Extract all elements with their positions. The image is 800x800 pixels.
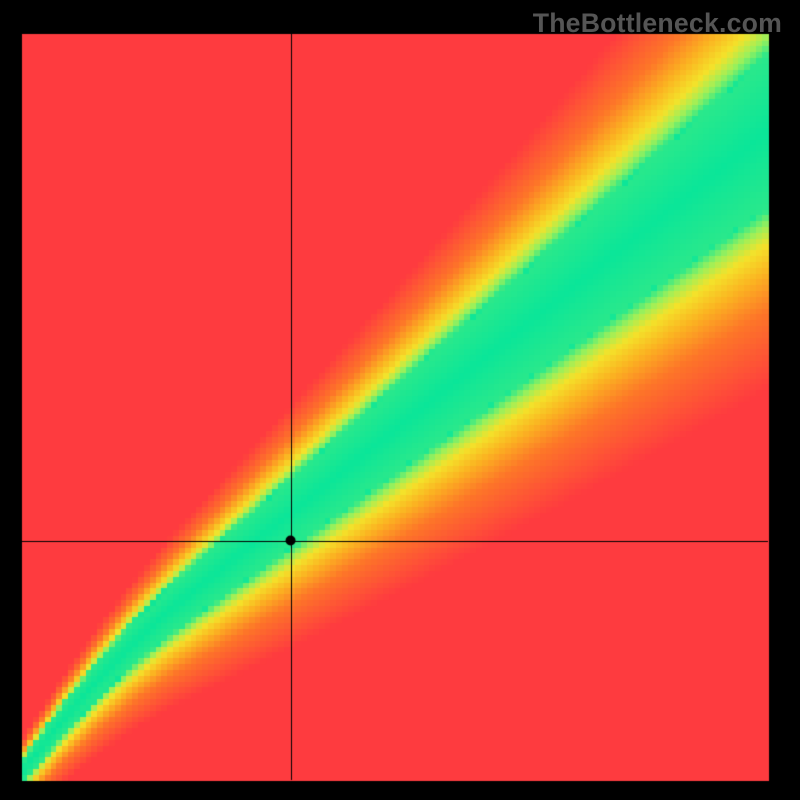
watermark-text: TheBottleneck.com <box>533 8 782 39</box>
bottleneck-heatmap-canvas <box>0 0 800 800</box>
